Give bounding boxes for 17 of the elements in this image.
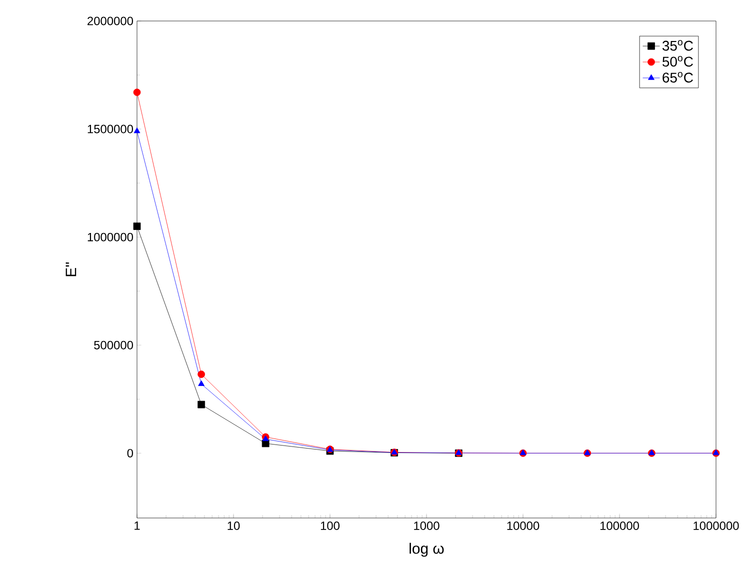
y-tick-label: 1500000 xyxy=(88,124,134,134)
y-tick-label: 1000000 xyxy=(88,232,134,242)
x-axis-title: log ω xyxy=(410,542,444,557)
y-axis-title: E'' xyxy=(66,262,76,276)
x-tick-label: 100000 xyxy=(600,522,639,530)
x-tick-label: 1000000 xyxy=(694,522,739,530)
y-tick-label: 0 xyxy=(127,448,134,458)
x-tick-label: 10 xyxy=(228,522,240,530)
y-tick-label: 500000 xyxy=(94,340,134,350)
legend-label: 65$^{o}$C xyxy=(662,72,693,83)
x-tick-label: 1000 xyxy=(414,522,440,530)
x-tick-label: 100 xyxy=(320,522,340,530)
legend-label: 35$^{o}$C xyxy=(662,40,693,51)
legend-label: 50$^{o}$C xyxy=(662,56,693,67)
x-tick-label: 1 xyxy=(134,522,140,530)
x-tick-label: 10000 xyxy=(507,522,540,530)
y-tick-label: 2000000 xyxy=(88,16,134,26)
